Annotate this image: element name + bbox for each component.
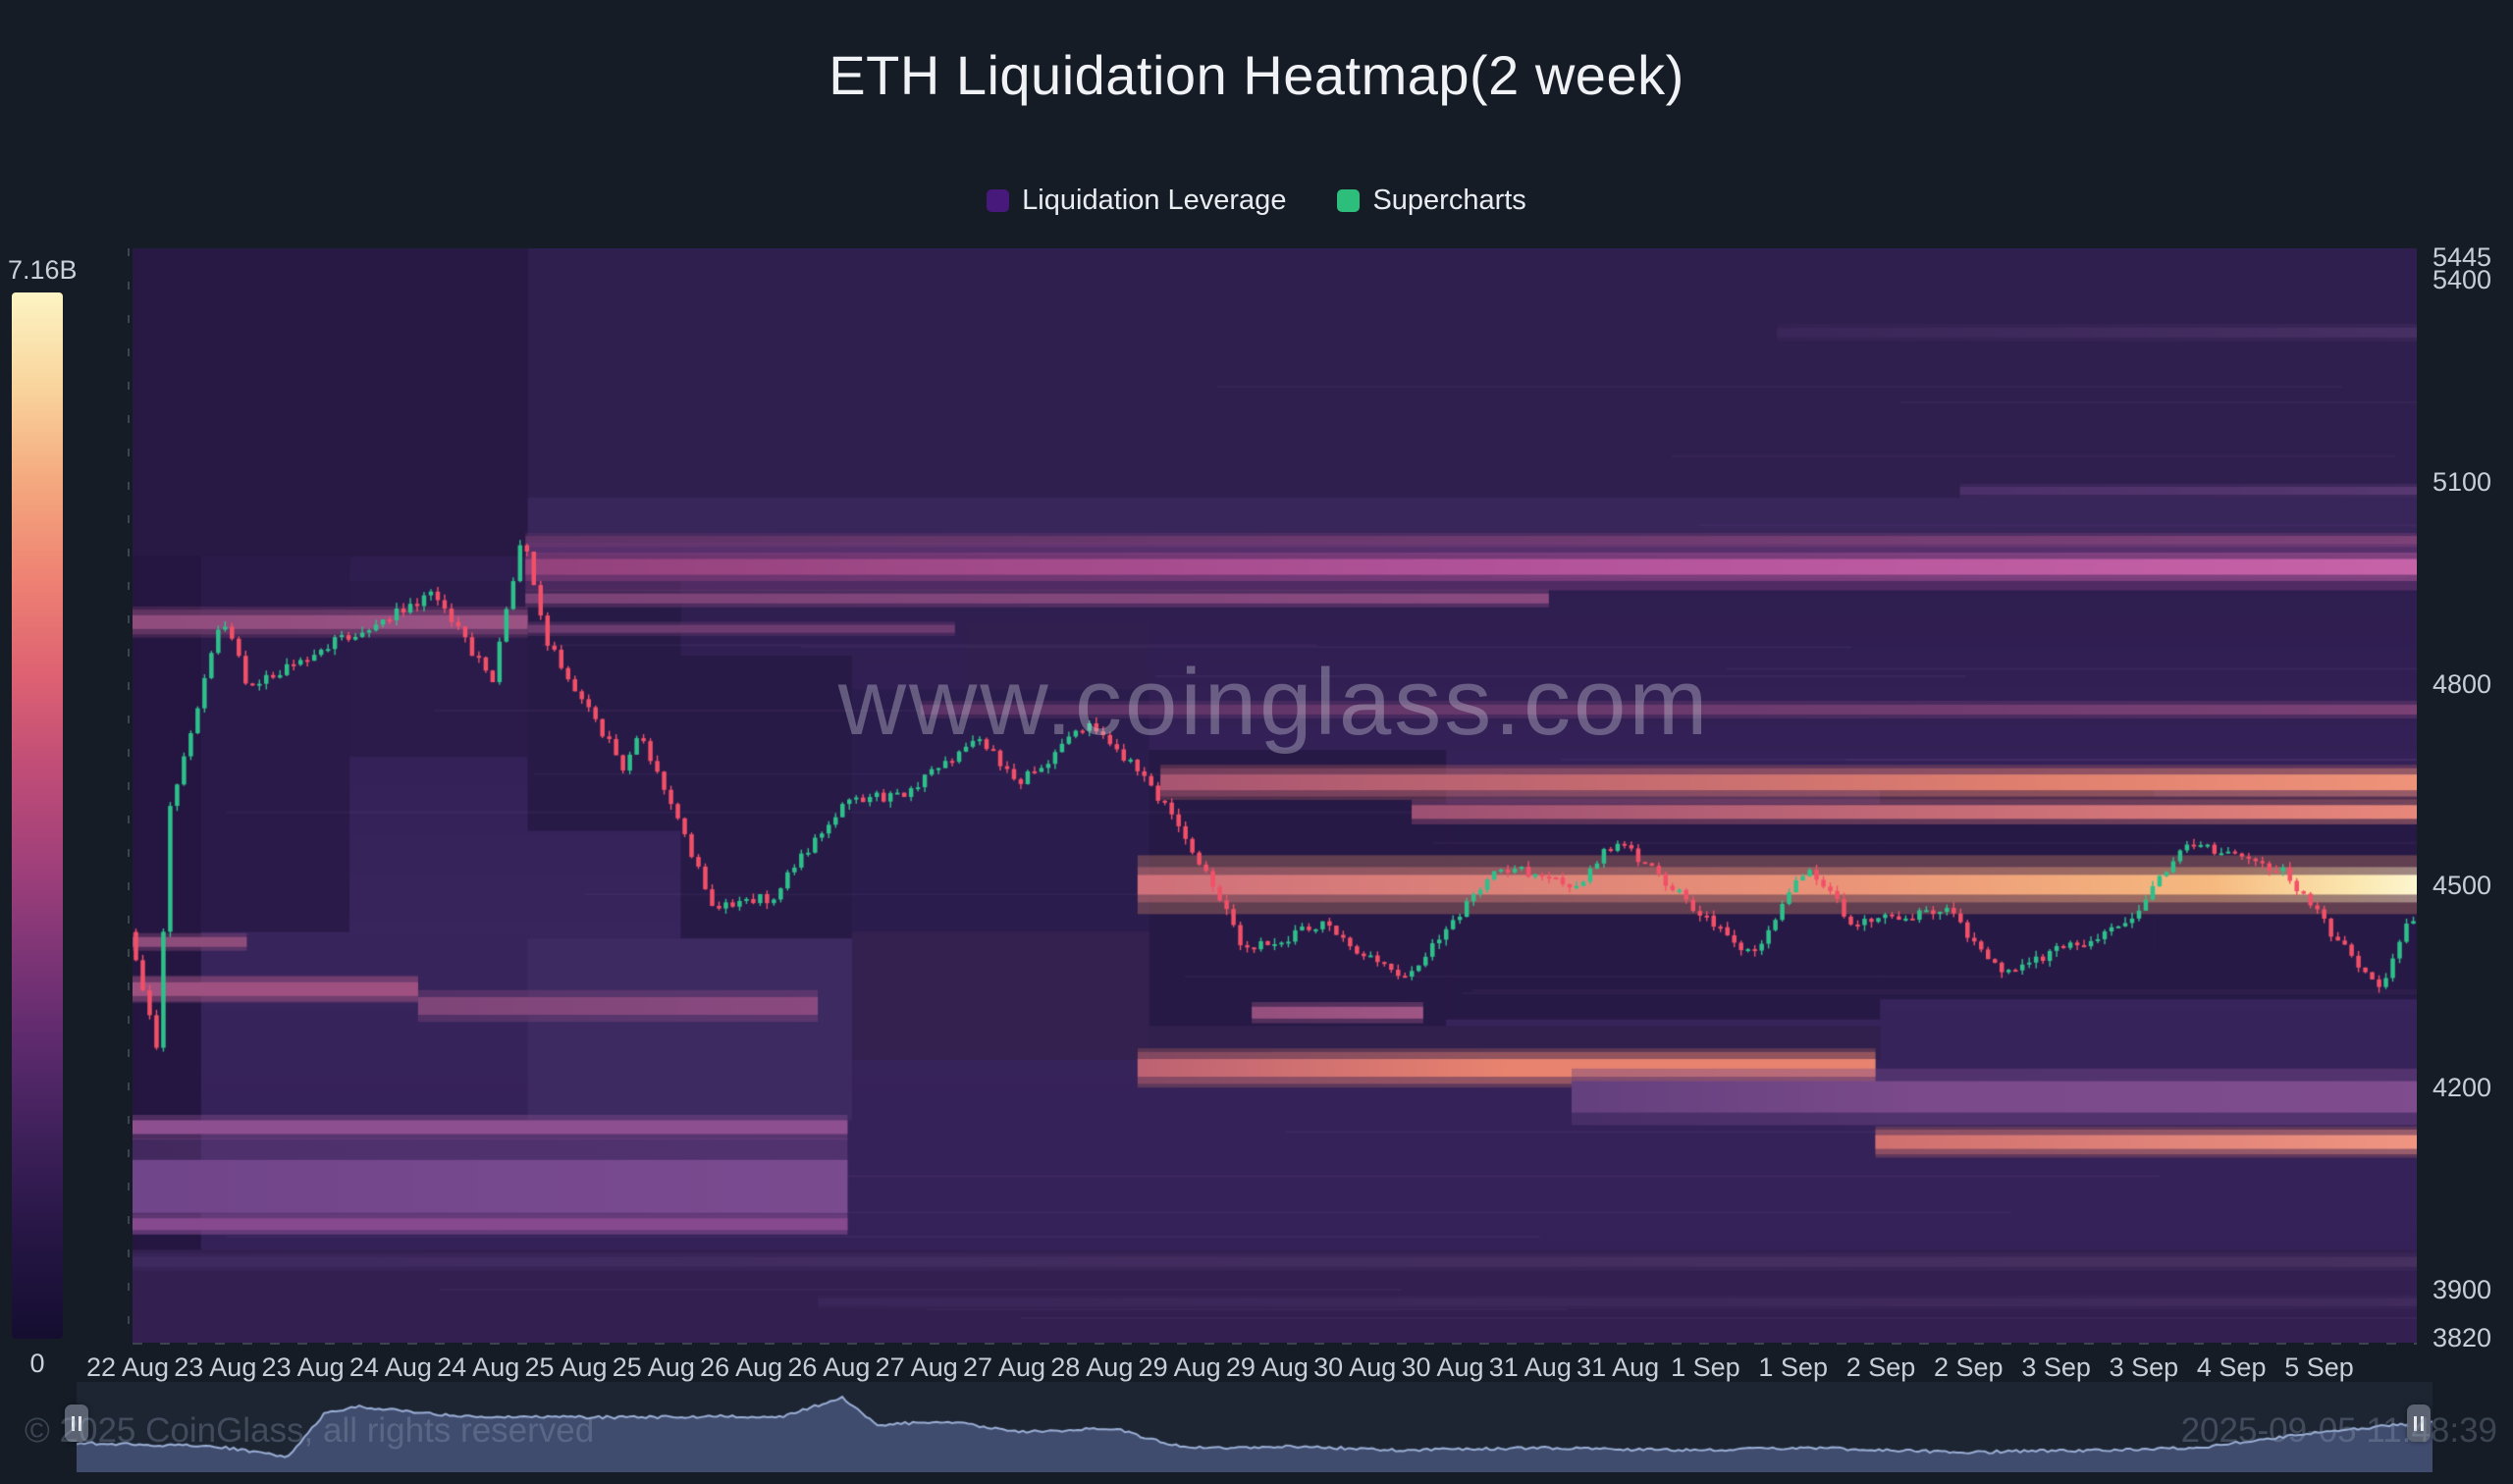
- price-tick-label: 4500: [2433, 871, 2492, 901]
- grip-icon: [2414, 1415, 2417, 1431]
- navigator-left-handle[interactable]: [65, 1404, 88, 1442]
- price-tick-label: 5100: [2433, 466, 2492, 497]
- price-tick-label: 3900: [2433, 1275, 2492, 1305]
- colorbar-min-label: 0: [29, 1349, 45, 1378]
- date-tick-label: 26 Aug: [787, 1352, 871, 1382]
- legend-swatch-purple: [987, 189, 1010, 212]
- date-tick-label: 24 Aug: [348, 1352, 432, 1382]
- colorbar-max-label: 7.16B: [8, 255, 78, 285]
- legend-item-supercharts[interactable]: Supercharts: [1337, 185, 1526, 217]
- snapshot-timestamp: 2025-09-05 11:48:39: [2180, 1411, 2497, 1450]
- date-tick-label: 30 Aug: [1313, 1352, 1397, 1382]
- date-tick-label: 22 Aug: [85, 1352, 170, 1382]
- price-tick-label: 5445: [2433, 242, 2492, 272]
- page-title: ETH Liquidation Heatmap(2 week): [829, 44, 1684, 106]
- date-tick-label: 30 Aug: [1401, 1352, 1484, 1382]
- date-tick-label: 26 Aug: [700, 1352, 783, 1382]
- date-tick-label: 3 Sep: [2109, 1352, 2179, 1382]
- price-tick-label: 4200: [2433, 1073, 2492, 1103]
- date-tick-label: 29 Aug: [1138, 1352, 1221, 1382]
- time-axis-dashed-border: [133, 1343, 2417, 1345]
- legend-label: Supercharts: [1372, 185, 1526, 216]
- date-tick-label: 23 Aug: [261, 1352, 345, 1382]
- date-tick-label: 31 Aug: [1488, 1352, 1572, 1382]
- date-tick-label: 25 Aug: [612, 1352, 695, 1382]
- date-tick-label: 4 Sep: [2196, 1352, 2267, 1382]
- price-tick-label: 5400: [2433, 264, 2492, 294]
- date-tick-label: 1 Sep: [1671, 1352, 1740, 1382]
- date-tick-label: 23 Aug: [174, 1352, 257, 1382]
- date-tick-label: 28 Aug: [1050, 1352, 1134, 1382]
- date-tick-label: 29 Aug: [1225, 1352, 1309, 1382]
- price-tick-label: 3820: [2433, 1323, 2492, 1352]
- colorbar-gradient: [12, 292, 63, 1339]
- price-tick-label: 4800: [2433, 668, 2492, 699]
- navigator-canvas[interactable]: [77, 1382, 2433, 1472]
- navigator-right-handle[interactable]: [2407, 1404, 2431, 1442]
- date-tick-label: 24 Aug: [437, 1352, 520, 1382]
- date-tick-label: 1 Sep: [1758, 1352, 1828, 1382]
- legend-label: Liquidation Leverage: [1022, 185, 1287, 216]
- copyright-text: © 2025 CoinGlass, all rights reserved: [25, 1411, 595, 1450]
- date-tick-label: 3 Sep: [2021, 1352, 2091, 1382]
- price-axis-dashed-border: [128, 248, 130, 1343]
- watermark: www.coinglass.com: [837, 650, 1711, 755]
- date-tick-label: 27 Aug: [962, 1352, 1046, 1382]
- legend-swatch-green: [1337, 189, 1361, 212]
- legend: Liquidation Leverage Supercharts: [0, 185, 2513, 217]
- date-tick-label: 31 Aug: [1577, 1352, 1660, 1382]
- date-tick-label: 27 Aug: [875, 1352, 958, 1382]
- date-tick-label: 25 Aug: [524, 1352, 608, 1382]
- date-tick-label: 2 Sep: [1845, 1352, 1916, 1382]
- legend-item-liquidation-leverage[interactable]: Liquidation Leverage: [987, 185, 1286, 217]
- date-tick-label: 2 Sep: [1934, 1352, 2004, 1382]
- date-tick-label: 5 Sep: [2284, 1352, 2354, 1382]
- grip-icon: [72, 1415, 75, 1431]
- liquidation-heatmap-canvas[interactable]: [133, 248, 2417, 1343]
